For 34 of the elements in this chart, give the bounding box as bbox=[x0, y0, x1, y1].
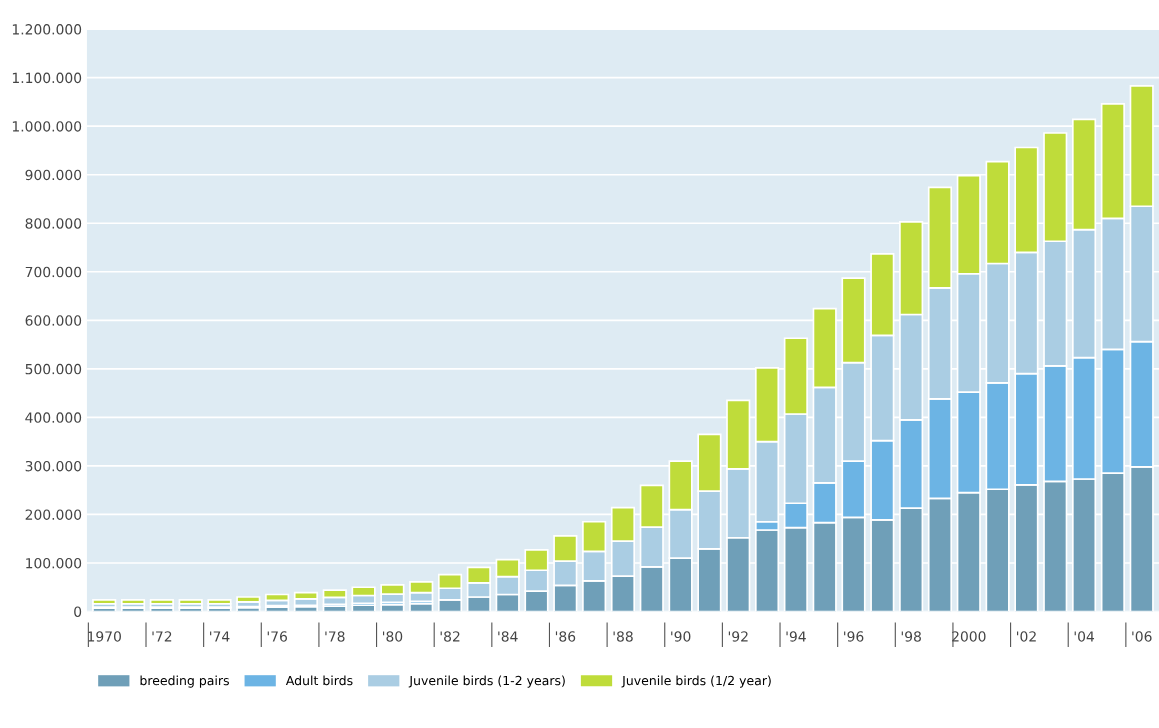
y-tick-label: 400.000 bbox=[25, 412, 82, 423]
x-tick-label: '76 bbox=[267, 631, 287, 642]
x-tick-label: '02 bbox=[1017, 631, 1036, 642]
x-tick-label: '92 bbox=[728, 631, 748, 642]
y-tick-label: 600.000 bbox=[25, 315, 82, 326]
x-tick-label: '86 bbox=[555, 631, 576, 642]
x-tick-label: '04 bbox=[1074, 631, 1095, 642]
legend-label: Juvenile birds (1-2 years) bbox=[408, 675, 565, 688]
legend-label: breeding pairs bbox=[140, 675, 229, 688]
y-tick-label: 500.000 bbox=[25, 363, 82, 375]
x-tick-label: '80 bbox=[383, 631, 403, 642]
x-tick-label: '94 bbox=[786, 631, 806, 642]
y-tick-label: 100.000 bbox=[26, 557, 82, 569]
x-tick-label: '82 bbox=[440, 631, 460, 642]
x-tick-label: '78 bbox=[325, 631, 345, 642]
x-tick-label: '84 bbox=[498, 631, 518, 642]
y-tick-label: 300.000 bbox=[25, 460, 82, 472]
y-tick-label: 900.000 bbox=[25, 169, 82, 181]
x-tick-label: '98 bbox=[901, 631, 921, 642]
x-tick-label: '74 bbox=[210, 631, 230, 642]
x-tick-label: '72 bbox=[152, 631, 172, 642]
y-tick-label: 200.000 bbox=[25, 509, 82, 520]
y-tick-label: 800.000 bbox=[25, 218, 82, 229]
y-tick-label: 1.100.000 bbox=[12, 72, 82, 84]
y-tick-label: 1.200.000 bbox=[12, 24, 82, 35]
legend-label: Juvenile birds (1/2 year) bbox=[621, 675, 771, 688]
x-tick-label: '96 bbox=[844, 631, 864, 642]
x-tick-label: '90 bbox=[671, 631, 691, 642]
y-tick-label: 1.000.000 bbox=[12, 121, 82, 132]
x-tick-label: '06 bbox=[1132, 631, 1152, 642]
x-tick-label: '88 bbox=[613, 631, 633, 642]
legend-label: Adult birds bbox=[285, 675, 353, 686]
y-tick-label: 700.000 bbox=[25, 266, 82, 278]
y-tick-label: 0 bbox=[74, 606, 82, 617]
